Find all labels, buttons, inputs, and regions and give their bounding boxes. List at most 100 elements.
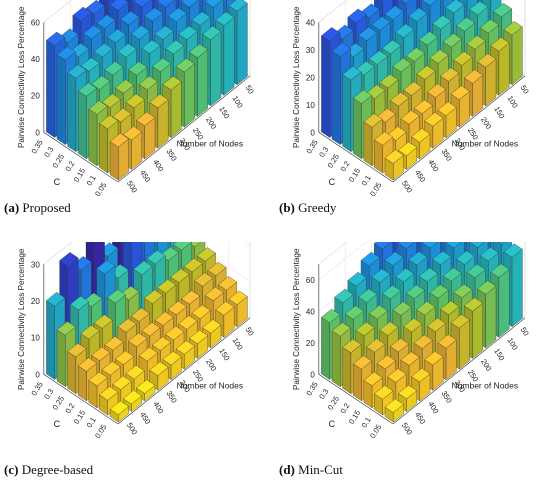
nodes-axis-title: Number of Nodes <box>177 380 244 390</box>
c-tick-label: 0.2 <box>338 401 351 415</box>
node-tick-label: 200 <box>204 115 218 130</box>
z-tick-label: 20 <box>31 92 40 101</box>
node-tick-label: 350 <box>165 389 179 404</box>
node-tick-label: 350 <box>165 147 179 162</box>
c-tick-label: 0.2 <box>63 401 76 415</box>
z-tick-label: 60 <box>31 18 40 27</box>
node-tick-label: 400 <box>426 158 440 173</box>
z-axis-title: Pairwise Connectivity Loss Percentage <box>17 6 26 148</box>
node-tick-label: 200 <box>479 115 493 130</box>
bar <box>490 263 510 338</box>
caption-letter: (d) <box>279 462 295 477</box>
z-tick-label: 0 <box>310 370 315 379</box>
bar <box>109 400 129 423</box>
node-tick-label: 400 <box>151 400 165 415</box>
c-tick-label: 0.1 <box>85 416 98 430</box>
bar <box>175 340 195 370</box>
c-tick-label: 0.2 <box>63 159 76 173</box>
node-tick-label: 500 <box>125 179 139 194</box>
c-tick-label: 0.3 <box>317 145 330 159</box>
node-tick-label: 350 <box>440 147 454 162</box>
bar <box>384 398 404 423</box>
z-tick-label: 40 <box>306 307 315 316</box>
node-tick-label: 200 <box>204 357 218 372</box>
c-tick-label: 0.1 <box>85 174 98 188</box>
node-tick-label: 100 <box>231 336 245 351</box>
c-tick-label: 0.3 <box>42 145 55 159</box>
caption-a: (a) Proposed <box>4 200 71 216</box>
caption-letter: (b) <box>279 200 295 215</box>
caption-b: (b) Greedy <box>279 200 336 216</box>
z-axis-title: Pairwise Connectivity Loss Percentage <box>292 6 301 148</box>
caption-letter: (a) <box>4 200 20 215</box>
node-tick-label: 50 <box>519 326 531 338</box>
bar <box>384 149 404 181</box>
node-tick-label: 400 <box>426 400 440 415</box>
z-tick-label: 10 <box>306 101 315 110</box>
nodes-axis-title: Number of Nodes <box>177 138 244 148</box>
panel-a: 0 20 40 60 0.35 0.3 0.25 0.2 0.15 0.1 0.05 500 450 40… <box>0 0 275 242</box>
node-tick-label: 100 <box>506 94 520 109</box>
node-tick-label: 50 <box>244 84 256 96</box>
node-tick-label: 500 <box>125 421 139 436</box>
caption-d: (d) Min-Cut <box>279 462 343 478</box>
c-tick-label: 0.05 <box>93 181 108 198</box>
node-tick-label: 450 <box>138 410 152 425</box>
c-axis-title: C <box>329 419 336 429</box>
caption-c: (c) Degree-based <box>4 462 93 478</box>
c-tick-label: 0.2 <box>338 159 351 173</box>
node-tick-label: 500 <box>400 421 414 436</box>
node-tick-label: 50 <box>519 84 531 96</box>
node-tick-label: 450 <box>413 410 427 425</box>
node-tick-label: 100 <box>231 94 245 109</box>
c-tick-label: 0.05 <box>368 181 383 198</box>
nodes-axis-title: Number of Nodes <box>452 138 519 148</box>
bars <box>46 0 248 181</box>
panel-d: 0 20 40 60 0.35 0.3 0.25 0.2 0.15 0.1 0.05 500 450 40… <box>275 242 550 484</box>
z-tick-label: 20 <box>306 339 315 348</box>
panel-b: 0 10 20 30 40 0.35 0.3 0.25 0.2 0.15 0.1 0.05 500 450… <box>275 0 550 242</box>
caption-text: Min-Cut <box>298 462 343 477</box>
z-tick-label: 60 <box>306 276 315 285</box>
z-tick-label: 0 <box>310 128 315 137</box>
c-tick-label: 0.1 <box>360 174 373 188</box>
z-tick-label: 40 <box>31 55 40 64</box>
bar <box>122 390 143 412</box>
node-tick-label: 450 <box>413 168 427 183</box>
bar <box>109 132 129 181</box>
node-tick-label: 100 <box>506 336 520 351</box>
z-tick-label: 0 <box>35 370 40 379</box>
bars <box>321 242 523 423</box>
node-tick-label: 500 <box>400 179 414 194</box>
caption-text: Proposed <box>22 200 71 215</box>
z-tick-label: 0 <box>35 128 40 137</box>
bars <box>46 242 248 423</box>
caption-letter: (c) <box>4 462 19 477</box>
c-tick-label: 0.3 <box>317 387 330 401</box>
node-tick-label: 400 <box>151 158 165 173</box>
z-tick-label: 30 <box>306 46 315 55</box>
node-tick-label: 50 <box>244 326 256 338</box>
caption-text: Greedy <box>298 200 337 215</box>
nodes-axis-title: Number of Nodes <box>452 380 519 390</box>
panel-c: 0 10 20 30 0.35 0.3 0.25 0.2 0.15 0.1 0.05 500 450 40… <box>0 242 275 484</box>
node-tick-label: 150 <box>217 105 231 120</box>
z-tick-label: 20 <box>31 297 40 306</box>
c-axis-title: C <box>54 419 61 429</box>
node-tick-label: 450 <box>138 168 152 183</box>
bars <box>321 0 523 181</box>
z-tick-label: 30 <box>31 260 40 269</box>
node-tick-label: 150 <box>492 105 506 120</box>
z-tick-label: 40 <box>306 18 315 27</box>
c-tick-label: 0.05 <box>93 423 108 440</box>
c-tick-label: 0.1 <box>360 416 373 430</box>
z-axis-title: Pairwise Connectivity Loss Percentage <box>292 248 301 390</box>
c-tick-label: 0.3 <box>42 387 55 401</box>
caption-text: Degree-based <box>21 462 94 477</box>
node-tick-label: 150 <box>492 347 506 362</box>
node-tick-label: 350 <box>440 389 454 404</box>
